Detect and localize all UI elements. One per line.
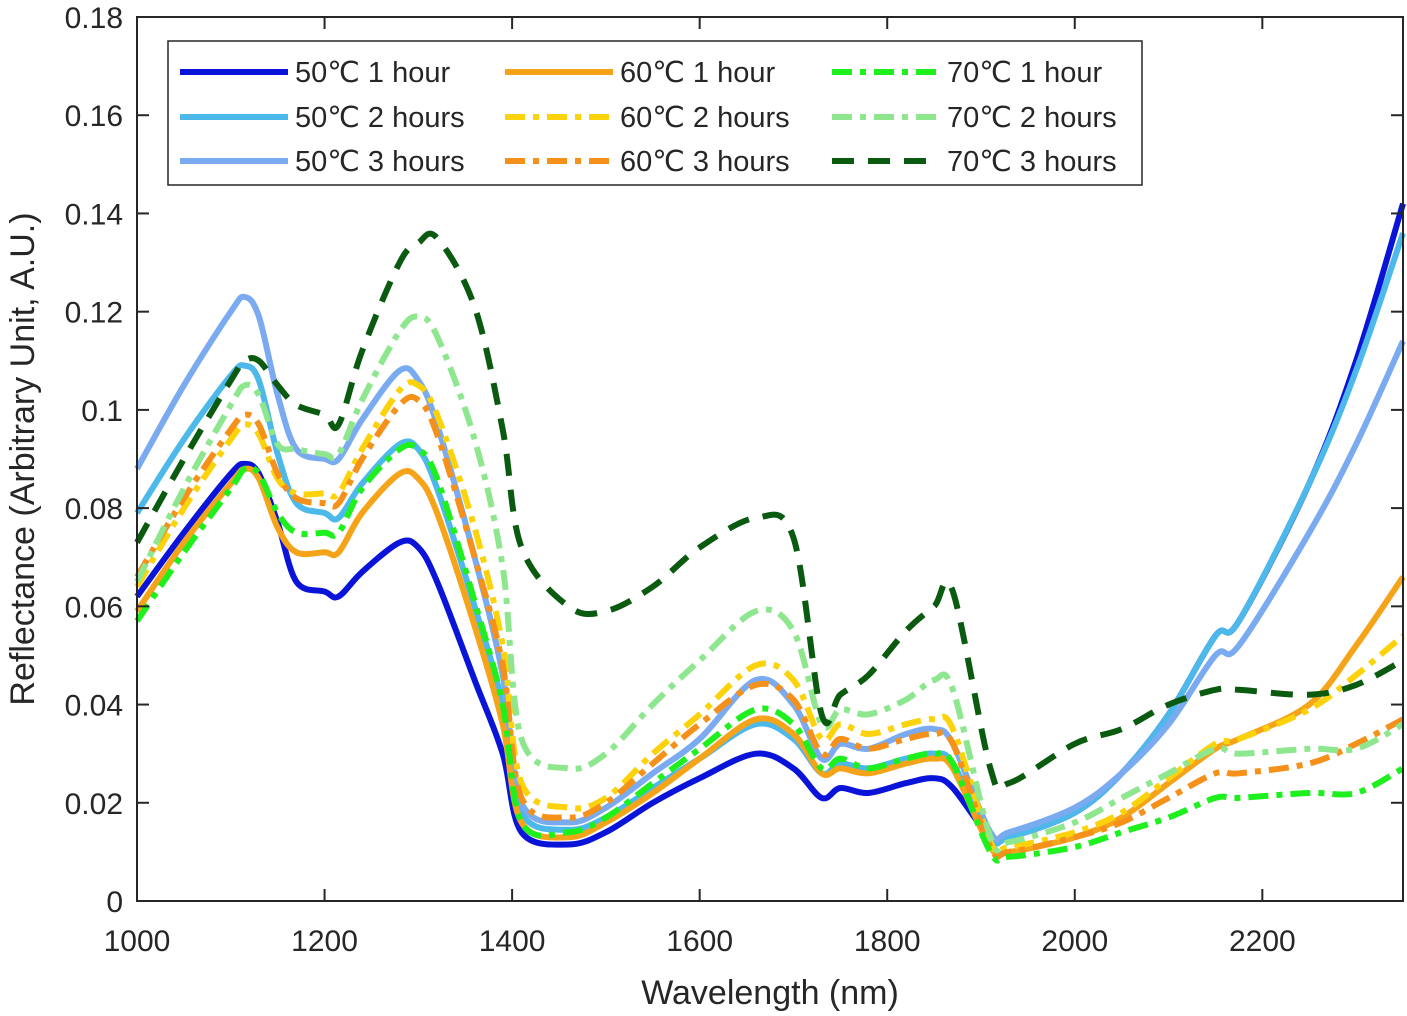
series-line-4 bbox=[134, 379, 1405, 856]
y-tick-label-2: 0.04 bbox=[65, 690, 123, 723]
legend-label-7: 70℃ 2 hours bbox=[947, 102, 1117, 134]
y-tick-label-8: 0.16 bbox=[65, 100, 123, 133]
legend-label-5: 60℃ 3 hours bbox=[620, 146, 790, 178]
y-tick-label-1: 0.02 bbox=[65, 788, 123, 821]
y-tick-label-3: 0.06 bbox=[65, 591, 123, 624]
legend-label-6: 70℃ 1 hour bbox=[947, 57, 1102, 89]
y-axis-label: Reflectance (Arbitrary Unit, A.U.) bbox=[4, 212, 42, 705]
y-tick-label-5: 0.1 bbox=[81, 395, 123, 428]
legend-label-2: 50℃ 3 hours bbox=[295, 146, 465, 178]
series-line-5 bbox=[134, 393, 1405, 860]
series-line-2 bbox=[134, 293, 1406, 843]
axis-ticks: 1000 1200 1400 1600 1800 2000 2200 0 0.02 0.04 0.0… bbox=[65, 2, 1403, 958]
legend-box bbox=[167, 40, 1143, 186]
series-lines bbox=[134, 202, 1406, 864]
legend-label-8: 70℃ 3 hours bbox=[947, 146, 1117, 178]
x-axis-label: Wavelength (nm) bbox=[641, 974, 899, 1012]
series-line-6 bbox=[134, 441, 1405, 864]
series-line-3 bbox=[134, 465, 1406, 859]
y-tick-label-9: 0.18 bbox=[65, 2, 123, 35]
legend: 50℃ 1 hour 50℃ 2 hours 50℃ 3 hours 60℃ 1 ho… bbox=[167, 40, 1143, 186]
series-line-7 bbox=[134, 313, 1405, 854]
plot-frame bbox=[136, 16, 1404, 902]
x-tick-label-0: 1000 bbox=[104, 925, 171, 958]
legend-label-0: 50℃ 1 hour bbox=[295, 57, 450, 89]
y-tick-label-7: 0.14 bbox=[65, 198, 123, 231]
legend-label-3: 60℃ 1 hour bbox=[620, 57, 775, 89]
x-tick-label-6: 2200 bbox=[1229, 925, 1296, 958]
legend-label-4: 60℃ 2 hours bbox=[620, 102, 790, 134]
series-line-8 bbox=[134, 230, 1405, 793]
x-tick-label-4: 1800 bbox=[854, 925, 921, 958]
x-tick-label-5: 2000 bbox=[1041, 925, 1108, 958]
x-tick-label-2: 1400 bbox=[479, 925, 546, 958]
x-tick-label-1: 1200 bbox=[291, 925, 358, 958]
y-tick-label-4: 0.08 bbox=[65, 493, 123, 526]
y-tick-label-6: 0.12 bbox=[65, 297, 123, 330]
x-tick-label-3: 1600 bbox=[666, 925, 733, 958]
legend-label-1: 50℃ 2 hours bbox=[295, 102, 465, 134]
y-tick-label-0: 0 bbox=[106, 886, 123, 919]
